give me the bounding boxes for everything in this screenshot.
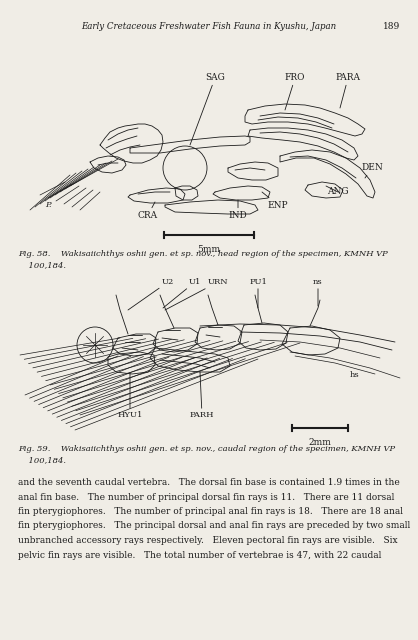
Text: HYU1: HYU1 — [117, 373, 143, 419]
Text: U2: U2 — [128, 278, 174, 310]
Text: FRO: FRO — [285, 74, 305, 110]
Text: anal fin base.   The number of principal dorsal fin rays is 11.   There are 11 d: anal fin base. The number of principal d… — [18, 493, 394, 502]
Text: Fig. 59.    Wakisaiichthys oshii gen. et sp. nov., caudal region of the specimen: Fig. 59. Wakisaiichthys oshii gen. et sp… — [18, 445, 395, 453]
Text: PU1: PU1 — [249, 278, 267, 308]
Text: U1: U1 — [163, 278, 201, 308]
Text: and the seventh caudal vertebra.   The dorsal fin base is contained 1.9 times in: and the seventh caudal vertebra. The dor… — [18, 478, 400, 487]
Text: PARH: PARH — [190, 372, 214, 419]
Text: ENP: ENP — [262, 192, 288, 209]
Text: DEN: DEN — [361, 163, 383, 178]
Text: ns: ns — [313, 278, 323, 306]
Text: Early Cretaceous Freshwater Fish Fauna in Kyushu, Japan: Early Cretaceous Freshwater Fish Fauna i… — [82, 22, 336, 31]
Text: 189: 189 — [383, 22, 400, 31]
Text: fin pterygiophores.   The number of principal anal fin rays is 18.   There are 1: fin pterygiophores. The number of princi… — [18, 507, 403, 516]
Text: SAG: SAG — [190, 74, 225, 145]
Text: PARA: PARA — [336, 74, 360, 108]
Text: Fig. 58.    Wakisaiichthys oshii gen. et sp. nov., head region of the specimen, : Fig. 58. Wakisaiichthys oshii gen. et sp… — [18, 250, 388, 258]
Text: 5mm: 5mm — [197, 245, 221, 254]
Text: URN: URN — [165, 278, 228, 310]
Text: pelvic fin rays are visible.   The total number of vertebrae is 47, with 22 caud: pelvic fin rays are visible. The total n… — [18, 550, 381, 559]
Text: ANG: ANG — [326, 186, 349, 196]
Text: P.: P. — [45, 201, 51, 209]
Text: 2mm: 2mm — [308, 438, 331, 447]
Text: 100,184.: 100,184. — [18, 261, 66, 269]
Text: unbranched accessory rays respectively.   Eleven pectoral fin rays are visible. : unbranched accessory rays respectively. … — [18, 536, 398, 545]
Text: 100,184.: 100,184. — [18, 456, 66, 464]
Text: fin pterygiophores.   The principal dorsal and anal fin rays are preceded by two: fin pterygiophores. The principal dorsal… — [18, 522, 410, 531]
Text: IND: IND — [229, 200, 247, 220]
Text: CRA: CRA — [138, 202, 158, 220]
Text: hs: hs — [350, 371, 360, 379]
